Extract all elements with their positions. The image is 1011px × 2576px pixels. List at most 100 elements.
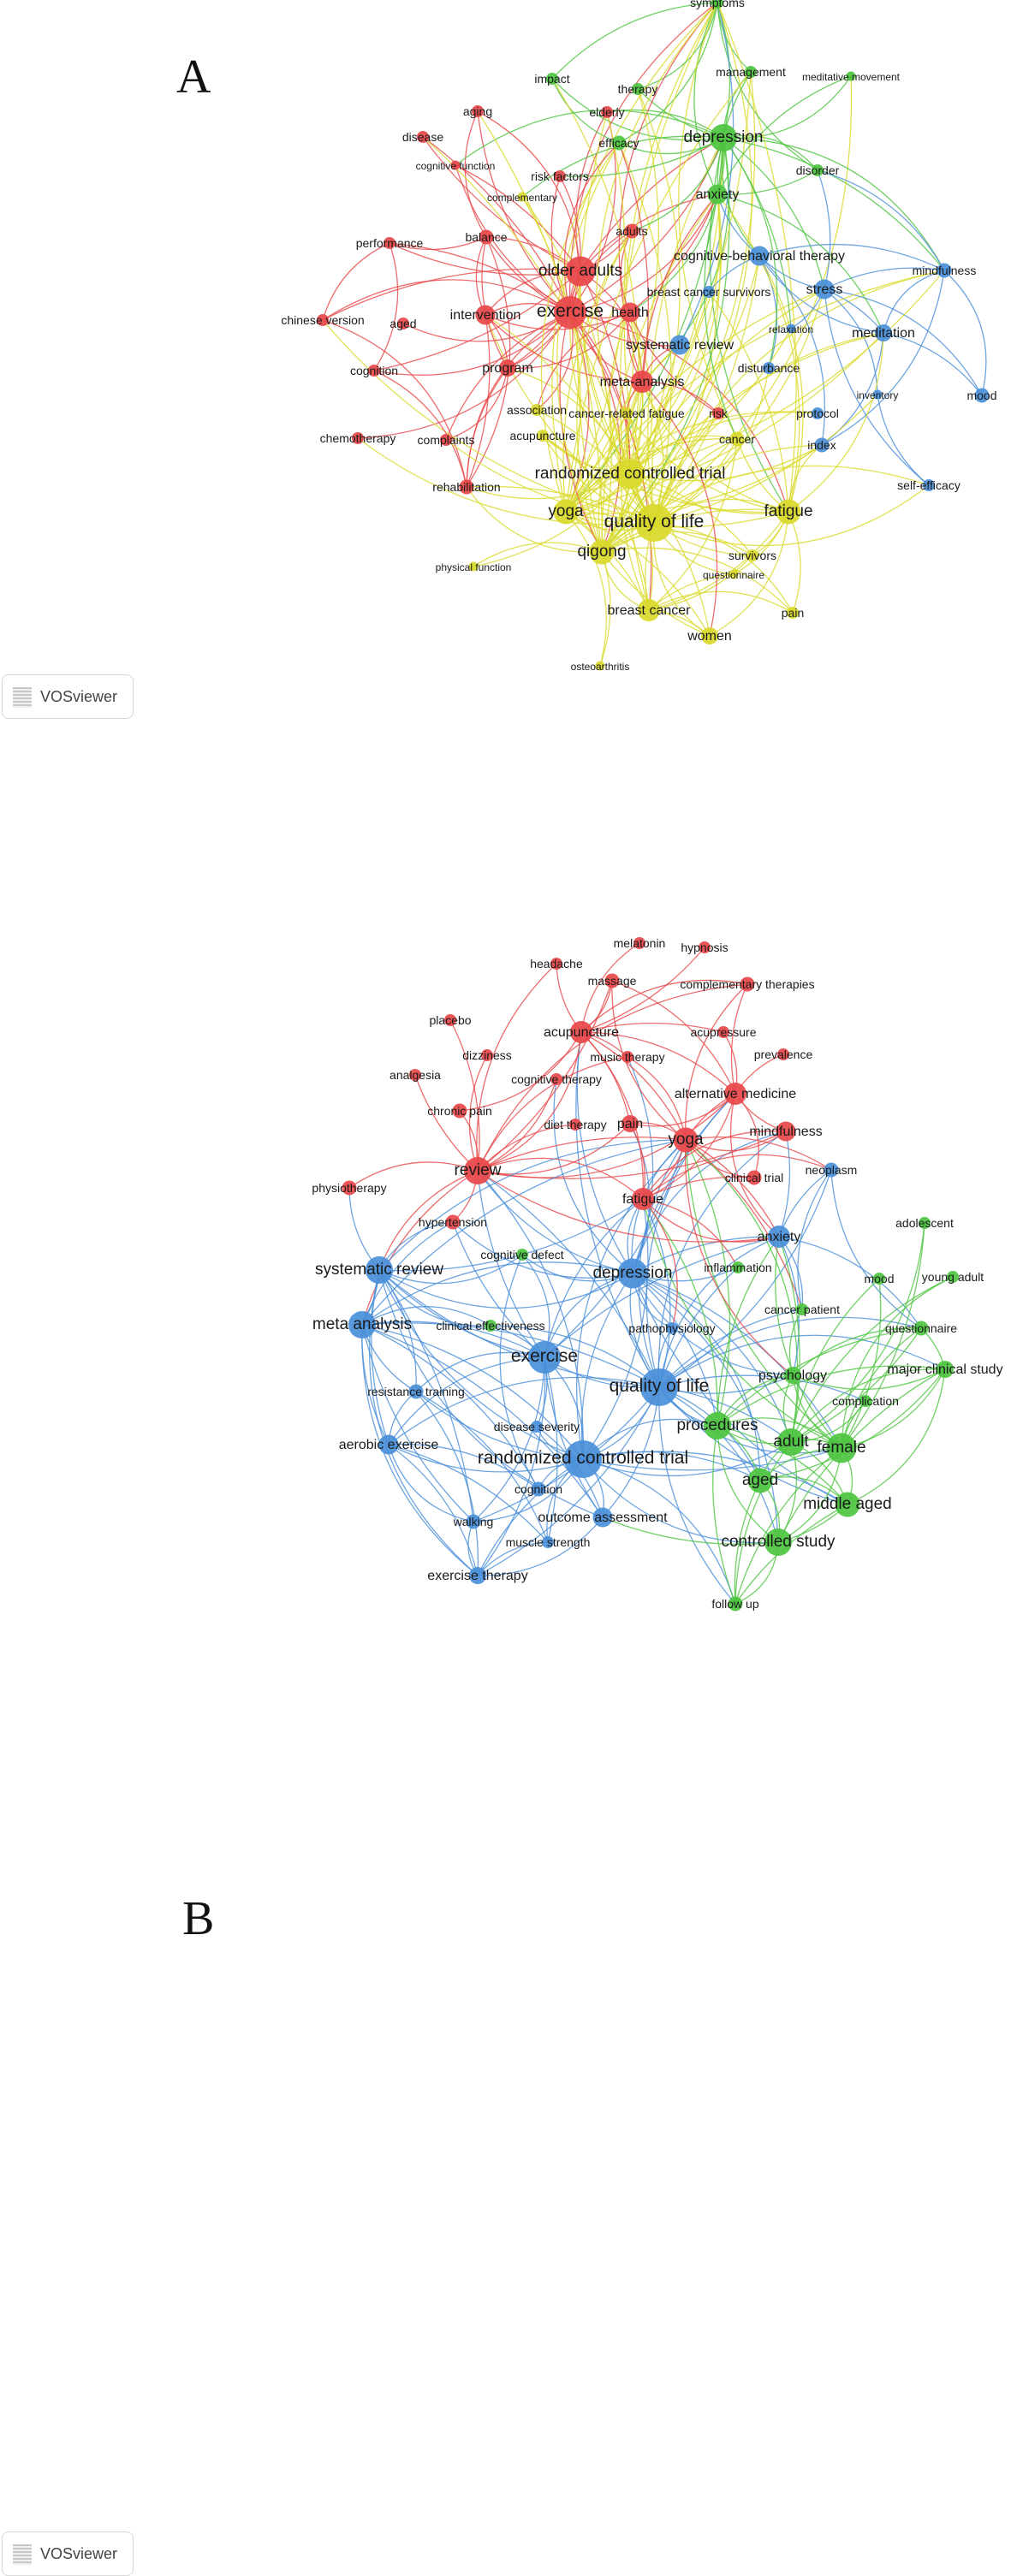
node-pathophysiology[interactable] — [666, 1322, 678, 1334]
node-acupuncture[interactable] — [570, 1021, 592, 1043]
node-meta-analysis[interactable] — [631, 371, 653, 393]
node-management[interactable] — [745, 66, 757, 78]
node-balance[interactable] — [479, 229, 494, 245]
node-qigong[interactable] — [589, 539, 615, 565]
node-physical-function[interactable] — [468, 561, 479, 572]
node-association[interactable] — [531, 404, 543, 416]
node-massage[interactable] — [604, 973, 620, 988]
node-aged[interactable] — [747, 1468, 773, 1493]
node-follow-up[interactable] — [728, 1596, 743, 1611]
node-chemotherapy[interactable] — [352, 432, 364, 444]
node-cognition[interactable] — [531, 1481, 546, 1497]
node-stress[interactable] — [814, 279, 835, 300]
node-quality-of-life[interactable] — [640, 1368, 678, 1406]
node-older-adults[interactable] — [565, 256, 596, 287]
node-questionnaire[interactable] — [729, 569, 739, 579]
node-depression[interactable] — [710, 124, 737, 151]
node-systematic-review[interactable] — [669, 335, 690, 355]
node-analgesia[interactable] — [409, 1069, 421, 1081]
node-clinical-trial[interactable] — [746, 1170, 762, 1185]
node-diet-therapy[interactable] — [569, 1119, 581, 1131]
node-psychology[interactable] — [784, 1367, 801, 1384]
node-walking[interactable] — [466, 1514, 481, 1529]
node-acupuncture[interactable] — [537, 430, 549, 442]
node-quality-of-life[interactable] — [635, 504, 673, 542]
node-complementary-therapies[interactable] — [740, 976, 755, 992]
node-adults[interactable] — [624, 223, 639, 239]
node-mindfulness[interactable] — [776, 1121, 796, 1142]
node-randomized-controlled-trial[interactable] — [615, 459, 645, 490]
node-mood[interactable] — [974, 388, 990, 403]
node-intervention[interactable] — [475, 305, 496, 325]
node-cancer-patient[interactable] — [796, 1303, 808, 1315]
node-mood[interactable] — [873, 1273, 885, 1285]
node-pain[interactable] — [621, 1115, 639, 1132]
node-melatonin[interactable] — [633, 937, 645, 949]
node-survivors[interactable] — [746, 549, 758, 561]
node-efficacy[interactable] — [611, 135, 627, 151]
node-exercise-therapy[interactable] — [469, 1567, 486, 1584]
node-yoga[interactable] — [673, 1127, 699, 1153]
node-cancer[interactable] — [729, 431, 745, 447]
node-aging[interactable] — [472, 105, 484, 117]
node-disorder[interactable] — [812, 164, 824, 176]
node-anxiety[interactable] — [707, 184, 728, 205]
node-aerobic-exercise[interactable] — [378, 1434, 399, 1455]
node-young-adult[interactable] — [947, 1271, 959, 1283]
node-middle-aged[interactable] — [835, 1492, 860, 1517]
node-disturbance[interactable] — [763, 362, 775, 374]
node-mindfulness[interactable] — [937, 263, 952, 278]
node-self-efficacy[interactable] — [923, 479, 935, 491]
node-headache[interactable] — [550, 958, 562, 970]
node-controlled-study[interactable] — [764, 1528, 792, 1556]
node-cancer-related-fatigue[interactable] — [621, 407, 633, 419]
node-pain[interactable] — [787, 607, 799, 619]
node-complaints[interactable] — [440, 434, 452, 446]
node-procedures[interactable] — [704, 1412, 731, 1439]
node-index[interactable] — [814, 437, 830, 453]
node-female[interactable] — [826, 1433, 857, 1463]
node-fatigue[interactable] — [776, 499, 801, 525]
node-adult[interactable] — [777, 1428, 805, 1456]
node-prevalence[interactable] — [777, 1048, 789, 1060]
node-fatigue[interactable] — [632, 1188, 654, 1210]
node-cognitive-behavioral-therapy[interactable] — [749, 246, 770, 266]
node-complication[interactable] — [859, 1395, 871, 1407]
node-health[interactable] — [620, 302, 640, 323]
node-relaxation[interactable] — [786, 323, 796, 334]
vosviewer-badge-b[interactable]: VOSviewer — [2, 2531, 134, 2576]
node-rehabilitation[interactable] — [459, 479, 474, 495]
node-cognitive-function[interactable] — [450, 160, 461, 170]
node-breast-cancer-survivors[interactable] — [703, 286, 715, 298]
node-program[interactable] — [499, 359, 516, 377]
node-cognitive-therapy[interactable] — [550, 1073, 562, 1085]
node-aged[interactable] — [397, 318, 409, 329]
node-symptoms[interactable] — [711, 0, 723, 9]
node-inflammation[interactable] — [732, 1261, 744, 1273]
node-breast-cancer[interactable] — [638, 599, 660, 621]
node-music-therapy[interactable] — [621, 1051, 633, 1063]
node-meta-analysis[interactable] — [348, 1311, 376, 1338]
node-hypertension[interactable] — [445, 1214, 461, 1230]
node-therapy[interactable] — [632, 83, 644, 95]
node-cognitive-defect[interactable] — [516, 1249, 528, 1261]
node-complementary[interactable] — [517, 192, 527, 202]
node-osteoarthritis[interactable] — [595, 661, 605, 671]
node-disease-severity[interactable] — [531, 1421, 543, 1433]
node-systematic-review[interactable] — [366, 1256, 393, 1284]
node-yoga[interactable] — [553, 499, 579, 525]
vosviewer-badge-a[interactable]: VOSviewer — [2, 674, 134, 719]
node-resistance-training[interactable] — [408, 1384, 424, 1399]
node-depression[interactable] — [617, 1258, 648, 1289]
node-anxiety[interactable] — [768, 1226, 790, 1248]
node-alternative-medicine[interactable] — [724, 1083, 746, 1105]
node-acupressure[interactable] — [717, 1026, 729, 1038]
node-review[interactable] — [464, 1157, 491, 1184]
node-randomized-controlled-trial[interactable] — [564, 1440, 602, 1478]
node-women[interactable] — [701, 627, 718, 644]
node-meditative-movement[interactable] — [846, 71, 856, 81]
node-questionnaire[interactable] — [913, 1321, 929, 1336]
node-cognition[interactable] — [368, 365, 380, 377]
node-impact[interactable] — [546, 73, 558, 85]
node-clinical-effectiveness[interactable] — [485, 1320, 497, 1332]
